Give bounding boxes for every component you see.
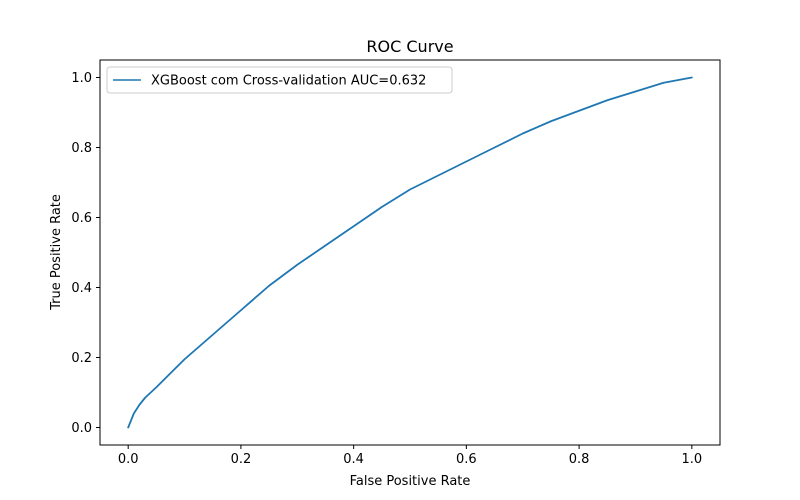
- x-tick-label: 1.0: [681, 452, 702, 467]
- legend-series-label: XGBoost com Cross-validation AUC=0.632: [151, 74, 426, 89]
- axes-frame: [99, 59, 721, 446]
- y-tick-label: 0.0: [71, 421, 92, 436]
- y-tick-label: 0.2: [71, 351, 92, 366]
- y-tick-label: 1.0: [71, 71, 92, 86]
- x-tick-label: 0.6: [456, 452, 477, 467]
- plot-area: [127, 76, 693, 429]
- y-tick-label: 0.4: [71, 281, 92, 296]
- x-axis-label: False Positive Rate: [350, 474, 471, 489]
- y-tick-label: 0.8: [71, 141, 92, 156]
- x-tick-label: 0.2: [231, 452, 252, 467]
- legend: XGBoost com Cross-validation AUC=0.632: [106, 66, 453, 94]
- x-tick-label: 0.8: [569, 452, 590, 467]
- x-tick-label: 0.0: [118, 452, 139, 467]
- x-tick-label: 0.4: [343, 452, 364, 467]
- chart-title: ROC Curve: [366, 37, 453, 56]
- legend-box: [106, 66, 453, 94]
- y-tick-label: 0.6: [71, 211, 92, 226]
- y-axis-label: True Positive Rate: [49, 194, 64, 311]
- roc-series-line: [127, 76, 693, 429]
- tick-layer: 0.0 0.2 0.4 0.6 0.8 1.0 0.0 0.2 0.4 0.6 0.8 1.0: [71, 71, 702, 467]
